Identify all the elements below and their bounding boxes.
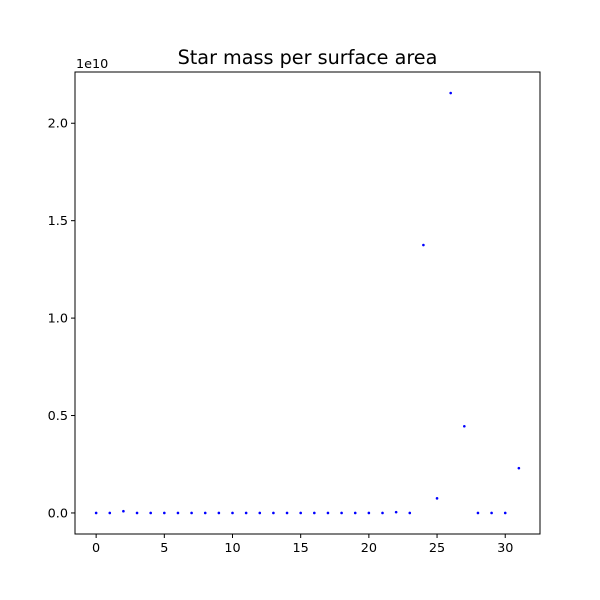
x-tick-label: 5 xyxy=(160,541,168,556)
data-point xyxy=(217,511,221,515)
data-point xyxy=(94,511,98,515)
x-tick-label: 30 xyxy=(497,541,513,556)
data-point xyxy=(313,511,316,515)
data-point xyxy=(435,497,439,500)
y-tick-label: 2.0 xyxy=(48,117,68,132)
data-point xyxy=(422,243,425,247)
data-point xyxy=(340,511,343,515)
data-point xyxy=(108,511,112,515)
data-point xyxy=(353,511,357,515)
data-point xyxy=(490,511,493,515)
x-tick-label: 0 xyxy=(92,541,100,556)
x-tick-label: 25 xyxy=(429,541,445,556)
y-tick-label: 0.0 xyxy=(48,506,68,521)
x-tick-label: 15 xyxy=(293,541,309,556)
data-point xyxy=(285,511,289,515)
data-point xyxy=(367,511,371,515)
data-point xyxy=(190,511,193,515)
data-point xyxy=(381,511,384,515)
x-tick-label: 10 xyxy=(224,541,240,556)
data-point xyxy=(503,511,507,515)
plot-area: 0 5 10 15 20 25 30 0.0 0.5 1.0 1.5 2.0 xyxy=(48,91,521,556)
data-point xyxy=(176,511,180,515)
data-point xyxy=(135,511,139,515)
data-point xyxy=(231,511,234,515)
x-tick-label: 20 xyxy=(361,541,377,556)
plot-frame xyxy=(74,71,541,535)
data-point xyxy=(244,511,248,515)
data-point xyxy=(299,511,302,515)
data-point xyxy=(149,511,152,515)
data-point xyxy=(463,424,466,428)
y-tick-label: 0.5 xyxy=(48,409,68,424)
data-point xyxy=(163,511,166,515)
data-point xyxy=(517,466,521,470)
chart-title: Star mass per surface area xyxy=(178,46,438,69)
y-axis-offset-label: 1e10 xyxy=(76,57,108,72)
data-point xyxy=(394,510,398,514)
y-tick-label: 1.0 xyxy=(48,312,68,327)
data-point xyxy=(258,511,262,515)
data-point xyxy=(122,509,125,513)
data-point xyxy=(476,511,480,515)
data-point xyxy=(408,511,412,515)
y-tick-label: 1.5 xyxy=(48,214,68,229)
data-point xyxy=(272,511,275,515)
data-point xyxy=(203,511,207,515)
data-point xyxy=(449,91,452,95)
data-point xyxy=(326,511,330,515)
